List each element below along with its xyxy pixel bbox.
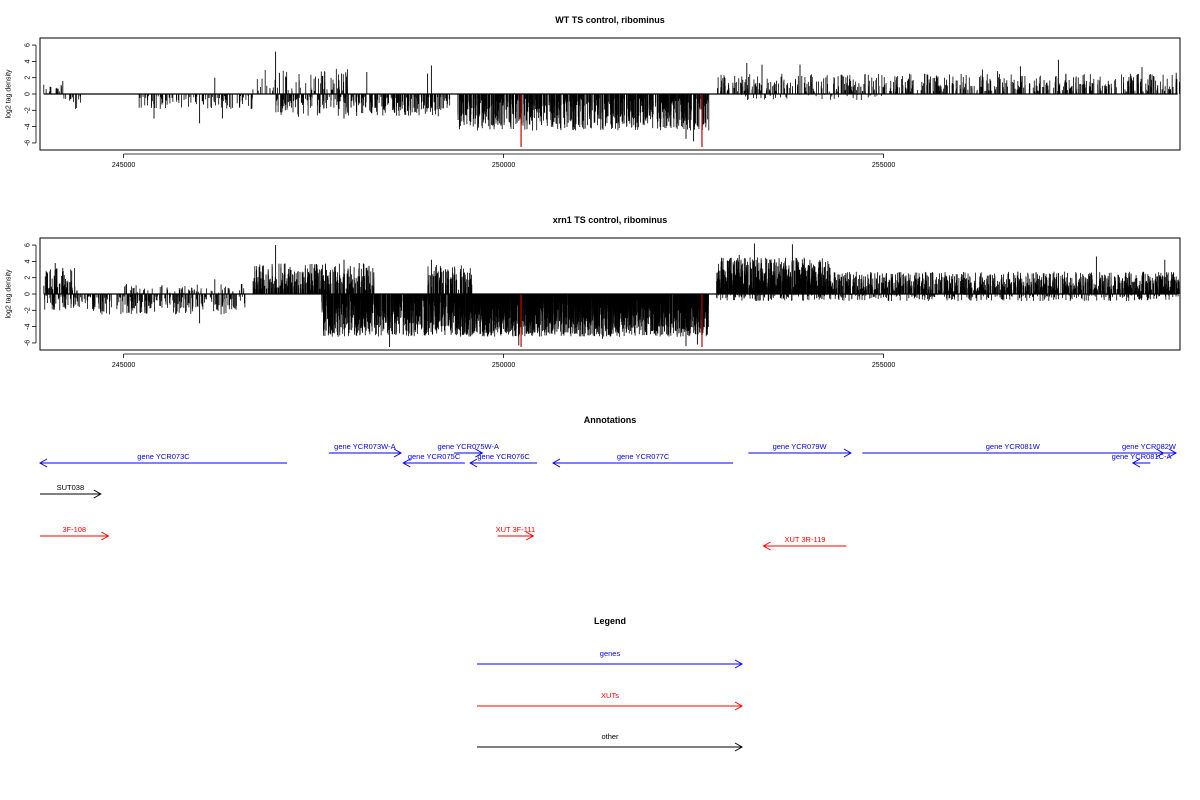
y-tick-label: -2 bbox=[25, 307, 32, 313]
y-tick-label: 4 bbox=[25, 59, 32, 63]
y-tick-label: -4 bbox=[25, 123, 32, 129]
wt-tag-density-panel: WT TS control, ribominus 6 4 2 0 -2 -4 -6 log2 t… bbox=[6, 15, 1181, 169]
plot-frame bbox=[39, 37, 1181, 151]
y-tick-label: 2 bbox=[25, 76, 32, 80]
y-tick-label: 4 bbox=[25, 259, 32, 263]
panel-title: WT TS control, ribominus bbox=[555, 15, 665, 25]
y-axis-label: log2 tag density bbox=[6, 69, 13, 119]
x-tick-label: 255000 bbox=[872, 362, 895, 369]
y-tick-label: 6 bbox=[25, 43, 32, 47]
y-tick-label: 2 bbox=[25, 276, 32, 280]
y-tick-label: -4 bbox=[25, 323, 32, 329]
panel-title: xrn1 TS control, ribominus bbox=[553, 215, 668, 225]
x-tick-label: 245000 bbox=[112, 362, 135, 369]
x-tick-label: 250000 bbox=[492, 362, 515, 369]
y-tick-label: -6 bbox=[25, 140, 32, 146]
x-tick-label: 245000 bbox=[112, 162, 135, 169]
y-tick-label: 6 bbox=[25, 243, 32, 247]
density-bars bbox=[43, 243, 1181, 347]
x-tick-label: 250000 bbox=[492, 162, 515, 169]
x-tick-label: 255000 bbox=[872, 162, 895, 169]
y-tick-label: -2 bbox=[25, 107, 32, 113]
y-axis-label: log2 tag density bbox=[6, 269, 13, 319]
y-tick-label: 0 bbox=[25, 92, 32, 96]
y-tick-label: 0 bbox=[25, 292, 32, 296]
xrn1-tag-density-panel: xrn1 TS control, ribominus 6 4 2 0 -2 -4 -6 log2… bbox=[6, 215, 1181, 369]
y-tick-label: -6 bbox=[25, 340, 32, 346]
density-bars bbox=[43, 51, 1180, 147]
